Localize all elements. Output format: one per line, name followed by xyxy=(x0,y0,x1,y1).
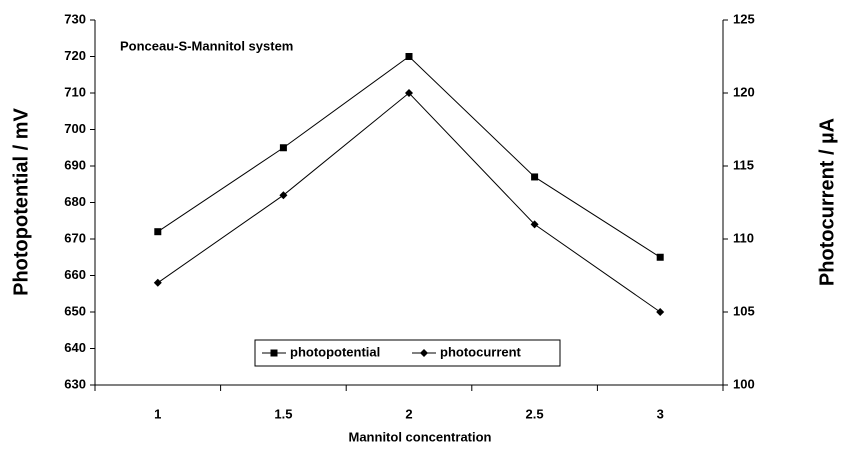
marker xyxy=(279,144,287,152)
y-tick-label: 640 xyxy=(64,340,86,355)
y2-tick-label: 105 xyxy=(733,303,755,318)
chart-title: Ponceau-S-Mannitol system xyxy=(120,38,293,53)
marker xyxy=(531,173,539,181)
y-tick-label: 730 xyxy=(64,11,86,26)
series-line xyxy=(157,92,661,313)
y-tick-label: 690 xyxy=(64,157,86,172)
marker xyxy=(405,89,413,97)
marker xyxy=(530,220,539,229)
marker xyxy=(270,349,278,357)
marker xyxy=(154,228,162,236)
x-tick-label: 1 xyxy=(154,406,161,421)
x-axis-label: Mannitol concentration xyxy=(349,429,492,444)
marker xyxy=(405,53,413,60)
marker xyxy=(153,278,162,287)
y-tick-label: 670 xyxy=(64,230,86,245)
y2-tick-label: 115 xyxy=(733,157,754,172)
legend-label: photocurrent xyxy=(440,344,522,359)
y-tick-label: 700 xyxy=(64,121,86,136)
y-tick-label: 680 xyxy=(64,194,86,209)
y-axis-label: Photopotential / mV xyxy=(10,107,32,295)
x-tick-label: 2 xyxy=(405,406,412,421)
y2-tick-label: 100 xyxy=(733,376,755,391)
y-tick-label: 710 xyxy=(64,84,86,99)
y-tick-label: 630 xyxy=(64,376,86,391)
y-tick-label: 650 xyxy=(64,303,86,318)
legend-label: photopotential xyxy=(290,344,380,359)
series-line xyxy=(157,55,661,258)
marker xyxy=(656,253,664,261)
y2-tick-label: 125 xyxy=(733,11,755,26)
x-tick-label: 3 xyxy=(657,406,664,421)
x-tick-label: 2.5 xyxy=(526,406,544,421)
y-tick-label: 660 xyxy=(64,267,86,282)
y-tick-label: 720 xyxy=(64,48,86,63)
legend-box xyxy=(254,339,561,367)
marker xyxy=(656,308,665,316)
y2-tick-label: 120 xyxy=(733,84,755,99)
marker xyxy=(279,191,288,200)
x-tick-label: 1.5 xyxy=(274,406,292,421)
y2-tick-label: 110 xyxy=(733,230,754,245)
y2-axis-label: Photocurrent / µA xyxy=(816,118,838,286)
marker xyxy=(420,349,428,357)
